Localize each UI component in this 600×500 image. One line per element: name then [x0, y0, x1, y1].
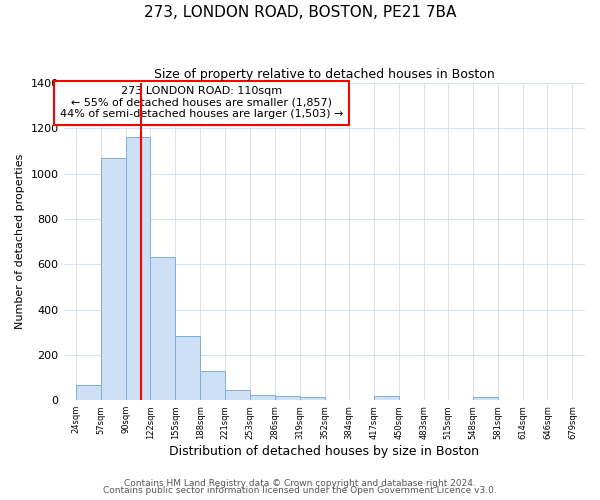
Bar [126, 138, 151, 400]
Text: 273 LONDON ROAD: 110sqm
← 55% of detached houses are smaller (1,857)
44% of semi: 273 LONDON ROAD: 110sqm ← 55% of detache… [60, 86, 343, 120]
Bar [200, 371, 226, 400]
Y-axis label: Number of detached properties: Number of detached properties [15, 154, 25, 330]
Bar [374, 396, 399, 400]
Bar [299, 397, 325, 400]
Bar [151, 258, 175, 400]
Text: Contains public sector information licensed under the Open Government Licence v3: Contains public sector information licen… [103, 486, 497, 495]
X-axis label: Distribution of detached houses by size in Boston: Distribution of detached houses by size … [169, 444, 479, 458]
Text: Contains HM Land Registry data © Crown copyright and database right 2024.: Contains HM Land Registry data © Crown c… [124, 478, 476, 488]
Bar [275, 396, 299, 400]
Bar [101, 158, 126, 400]
Bar [250, 394, 275, 400]
Bar [226, 390, 250, 400]
Title: Size of property relative to detached houses in Boston: Size of property relative to detached ho… [154, 68, 494, 80]
Bar [175, 336, 200, 400]
Bar [473, 397, 498, 400]
Text: 273, LONDON ROAD, BOSTON, PE21 7BA: 273, LONDON ROAD, BOSTON, PE21 7BA [144, 5, 456, 20]
Bar [76, 386, 101, 400]
